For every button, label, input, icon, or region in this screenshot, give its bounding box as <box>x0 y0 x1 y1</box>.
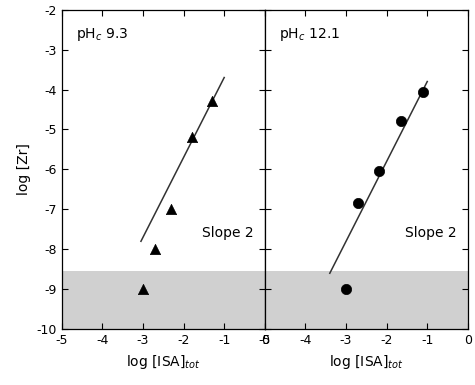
Point <box>139 286 147 292</box>
Point <box>397 118 405 124</box>
Point <box>152 246 159 253</box>
Point <box>342 286 350 292</box>
Text: pH$_c$ 9.3: pH$_c$ 9.3 <box>76 25 128 43</box>
Text: pH$_c$ 12.1: pH$_c$ 12.1 <box>279 25 340 43</box>
Y-axis label: log [Zr]: log [Zr] <box>17 144 31 195</box>
Point <box>188 134 196 141</box>
Point <box>375 168 382 174</box>
Bar <box>265 271 468 329</box>
X-axis label: log [ISA]$_{tot}$: log [ISA]$_{tot}$ <box>329 353 404 371</box>
Bar <box>62 271 265 329</box>
Point <box>354 200 362 206</box>
Text: Slope 2: Slope 2 <box>405 226 456 240</box>
Point <box>419 89 427 95</box>
Text: Slope 2: Slope 2 <box>202 226 254 240</box>
X-axis label: log [ISA]$_{tot}$: log [ISA]$_{tot}$ <box>126 353 200 371</box>
Point <box>168 206 175 213</box>
Point <box>208 99 216 105</box>
